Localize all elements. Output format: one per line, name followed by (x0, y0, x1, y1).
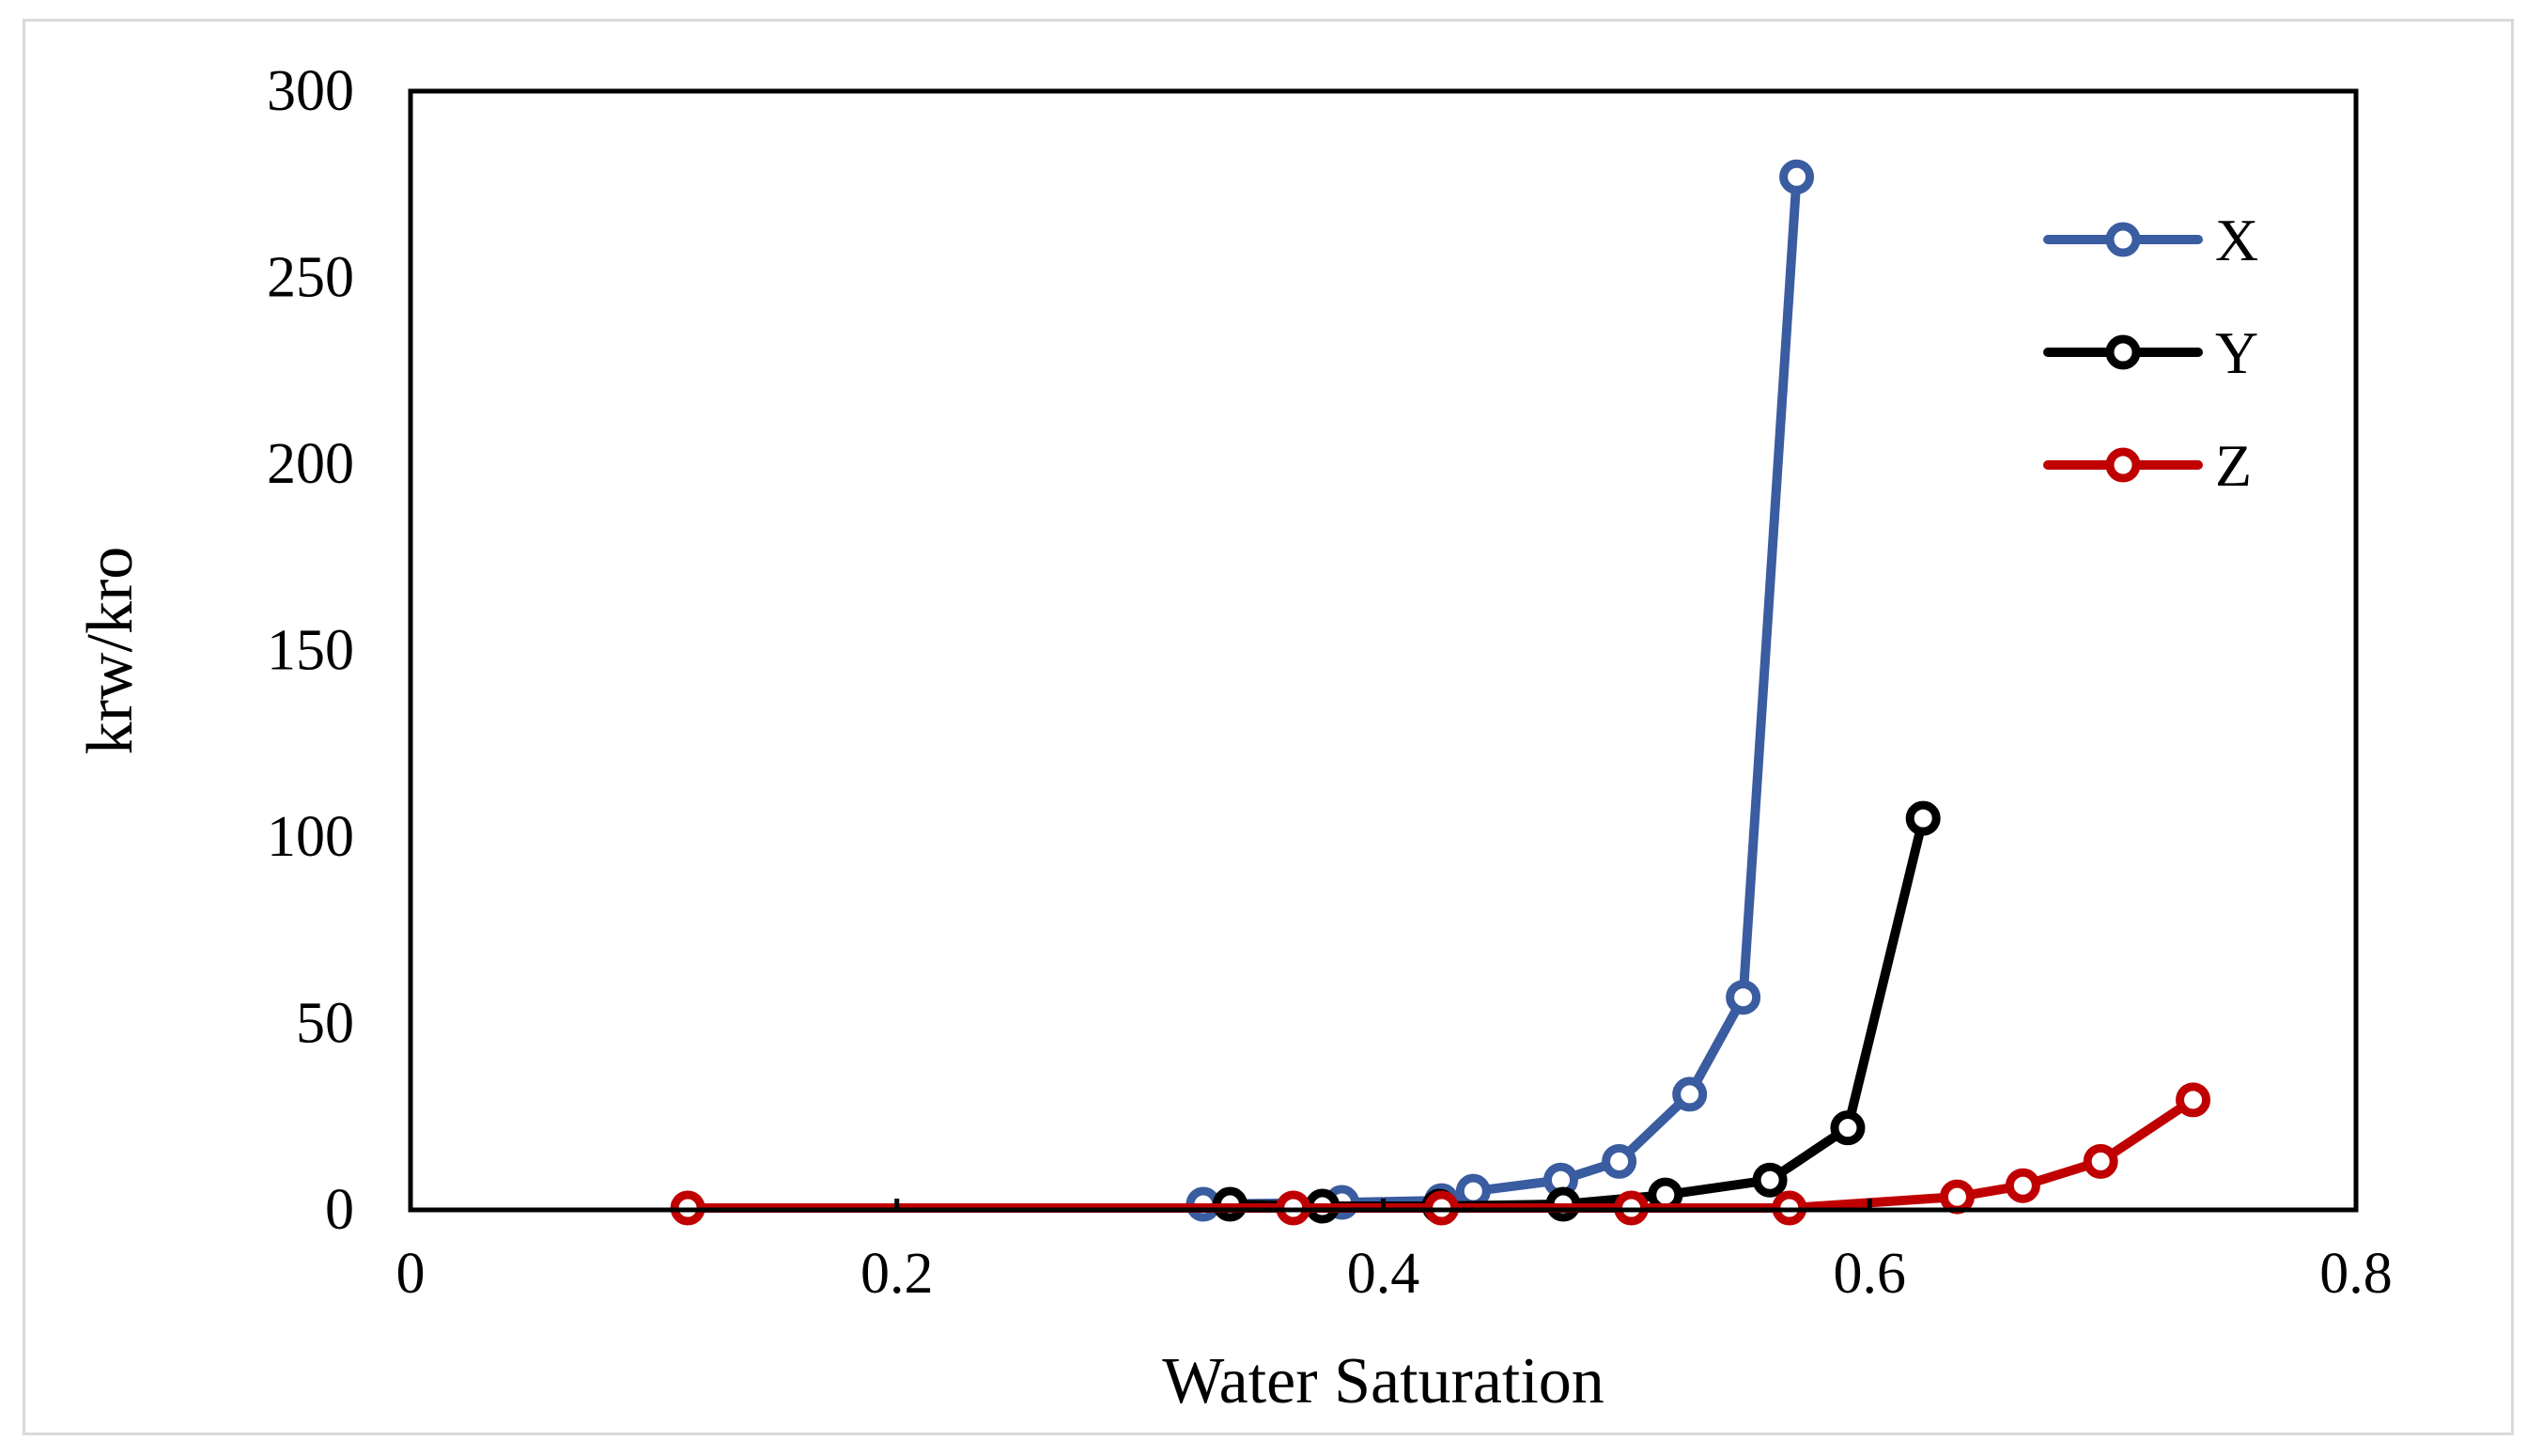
legend-label: Z (2215, 432, 2252, 499)
legend-marker (2105, 334, 2141, 370)
x-axis-title: Water Saturation (1162, 1345, 1604, 1417)
plot-area-border (408, 88, 2359, 1213)
legend-label: X (2215, 207, 2258, 273)
axis-ticks (408, 1199, 2359, 1210)
legend-marker (2105, 447, 2141, 483)
y-tick-label: 200 (267, 432, 354, 496)
legend: XYZ (2043, 207, 2258, 499)
data-point (2005, 1168, 2040, 1203)
y-tick-label: 50 (296, 992, 354, 1056)
data-point (1779, 159, 1815, 194)
y-tick-label: 0 (325, 1178, 354, 1242)
y-tick-label: 250 (267, 246, 354, 310)
y-tick-label: 300 (267, 59, 354, 123)
data-point (1939, 1179, 1975, 1215)
series-Y (1212, 800, 1941, 1224)
x-tick-label: 0.6 (1834, 1242, 1907, 1306)
series-line (1198, 172, 1802, 1209)
y-axis-title: krw/kro (74, 547, 147, 755)
data-point (1752, 1162, 1788, 1198)
y-tick-label: 150 (267, 619, 354, 683)
y-axis-tick-labels: 0 50 100 150 200 250 300 (267, 59, 354, 1242)
data-point (1672, 1077, 1708, 1112)
chart-marks (670, 159, 2211, 1226)
legend-label: Y (2215, 319, 2258, 386)
data-point (1455, 1173, 1491, 1209)
series-line (1225, 813, 1929, 1211)
x-tick-label: 0.4 (1347, 1242, 1420, 1306)
data-point (1830, 1110, 1866, 1146)
x-tick-label: 0.2 (860, 1242, 934, 1306)
legend-marker (2105, 222, 2141, 257)
data-point (1602, 1143, 1637, 1179)
data-point (1905, 800, 1941, 836)
series-Z (670, 1082, 2211, 1226)
legend-item-Z: Z (2043, 432, 2252, 499)
data-point (1726, 980, 1761, 1015)
series-X (1186, 159, 1815, 1222)
data-point (2176, 1082, 2211, 1118)
legend-item-Y: Y (2043, 319, 2258, 386)
legend-item-X: X (2043, 207, 2258, 273)
x-tick-label: 0 (396, 1242, 426, 1306)
x-axis-tick-labels: 0 0.2 0.4 0.6 0.8 (396, 1242, 2393, 1306)
y-tick-label: 100 (267, 805, 354, 869)
x-tick-label: 0.8 (2319, 1242, 2393, 1306)
data-point (2083, 1143, 2118, 1179)
